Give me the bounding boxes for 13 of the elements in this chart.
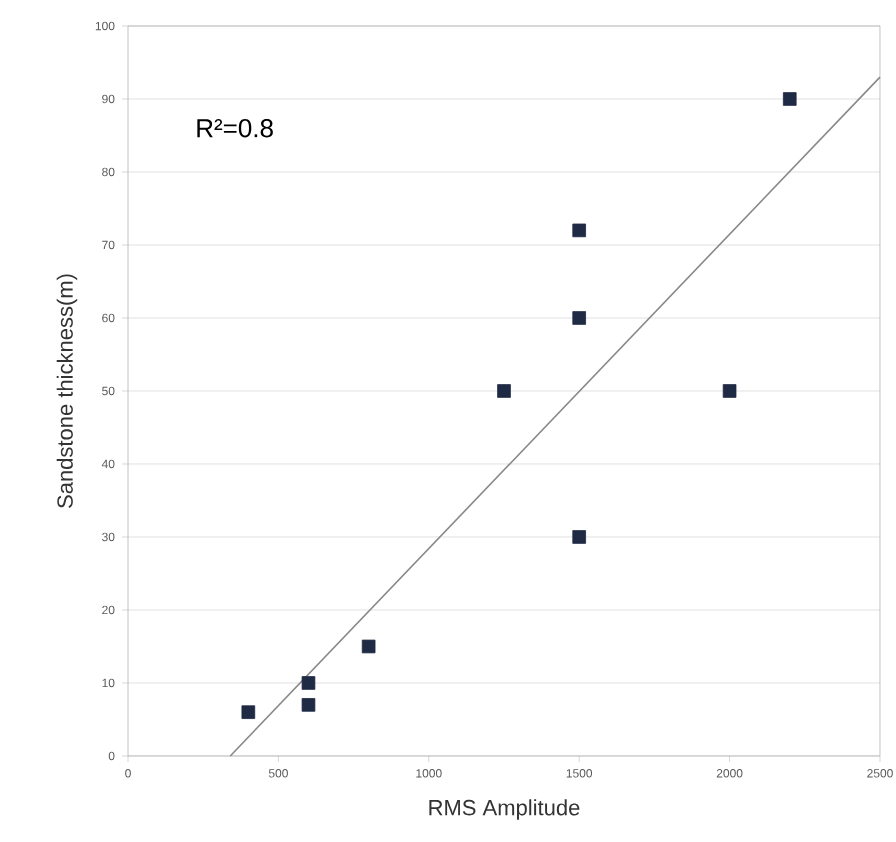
point xyxy=(497,384,511,398)
point xyxy=(301,698,316,712)
y-axis-title: Sandstone thickness(m) xyxy=(56,274,78,508)
x-axis-title: RMS Amplitude xyxy=(429,799,580,820)
point xyxy=(722,384,737,398)
point xyxy=(572,311,586,325)
point xyxy=(572,223,586,238)
point xyxy=(782,92,797,106)
annotation: R²=0.8 xyxy=(197,118,273,138)
point xyxy=(361,639,376,654)
point xyxy=(241,705,256,719)
point xyxy=(301,676,316,690)
point xyxy=(572,530,586,544)
